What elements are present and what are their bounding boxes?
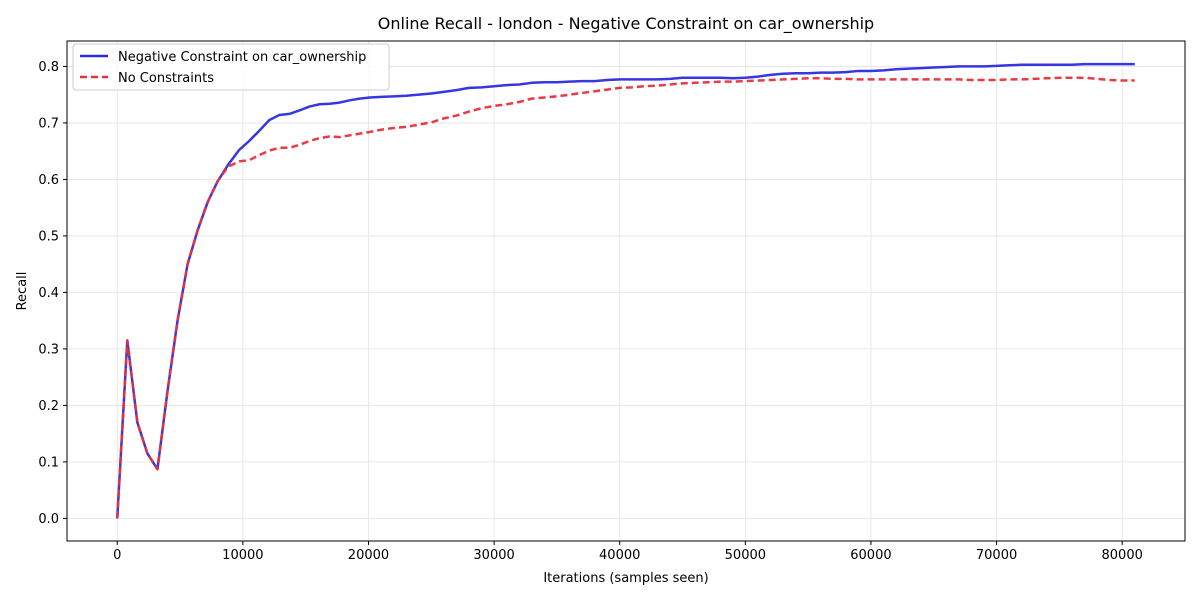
x-tick-label: 30000: [473, 548, 514, 563]
legend-box: [72, 43, 390, 91]
series-line-negative-constraint: [116, 62, 1135, 519]
x-tick-label: 70000: [976, 548, 1017, 563]
x-tick-label: 60000: [850, 548, 891, 563]
y-tick-label: 0.1: [38, 455, 59, 470]
y-tick-label: 0.3: [38, 342, 59, 357]
x-tick-label: 50000: [725, 548, 766, 563]
x-tick-label: 10000: [222, 548, 263, 563]
y-tick-label: 0.4: [38, 286, 59, 301]
x-tick-label: 40000: [599, 548, 640, 563]
x-tick-label: 0: [113, 548, 121, 563]
y-tick-label: 0.7: [38, 116, 59, 131]
series-lines: [116, 62, 1135, 519]
y-axis-label: Recall: [15, 272, 30, 311]
y-tick-label: 0.0: [38, 512, 59, 527]
legend: Negative Constraint on car_ownership No …: [72, 43, 390, 91]
x-axis-label: Iterations (samples seen): [543, 571, 708, 586]
y-tick-label: 0.8: [38, 60, 59, 75]
x-axis-ticks: 0 10000 20000 30000 40000 50000 60000 70000 8000…: [113, 541, 1143, 563]
legend-label-no-constraints: No Constraints: [118, 71, 214, 86]
y-tick-label: 0.5: [38, 229, 59, 244]
plot-area-frame: [66, 40, 1186, 542]
y-tick-label: 0.2: [38, 399, 59, 414]
y-tick-label: 0.6: [38, 173, 59, 188]
grid: [67, 41, 1185, 541]
legend-label-negative-constraint: Negative Constraint on car_ownership: [118, 50, 366, 65]
series-line-no-constraints: [116, 76, 1135, 519]
x-tick-label: 80000: [1102, 548, 1143, 563]
chart-title: Online Recall - london - Negative Constr…: [378, 14, 874, 34]
x-tick-label: 20000: [348, 548, 389, 563]
y-axis-ticks: 0.0 0.1 0.2 0.3 0.4 0.5 0.6 0.7 0.8: [38, 60, 67, 527]
